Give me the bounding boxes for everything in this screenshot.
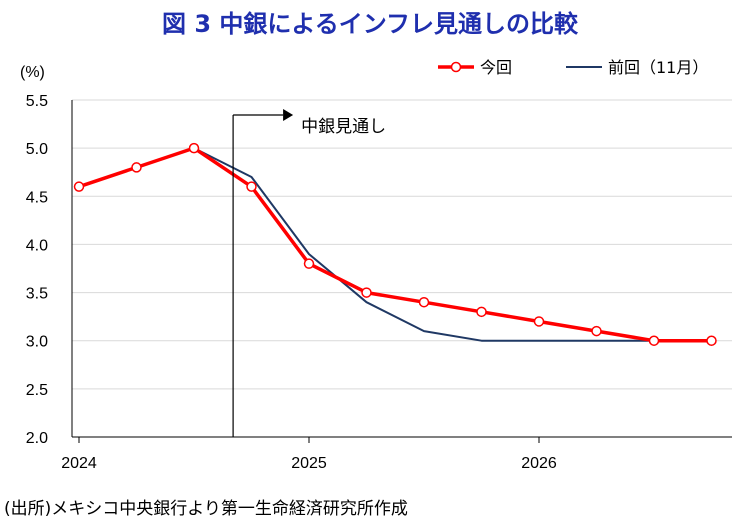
series-lines	[78, 146, 712, 343]
data-point-marker	[533, 316, 545, 327]
data-point-marker	[418, 296, 430, 308]
y-tick-label: 5.0	[26, 141, 48, 158]
data-point-marker	[303, 258, 315, 269]
forecast-arrow-head	[283, 109, 294, 121]
annotation-label: 中銀見通し	[301, 117, 386, 137]
y-axis-unit-label: (%)	[20, 64, 45, 81]
y-tick-label: 2.5	[26, 382, 48, 399]
series-line-current	[78, 146, 712, 343]
legend-label: 今回	[480, 58, 512, 77]
data-point-marker	[131, 162, 142, 173]
data-point-marker	[476, 306, 487, 318]
data-point-marker	[246, 181, 257, 192]
y-tick-label: 2.0	[26, 430, 48, 447]
chart-title: 図 3 中銀によるインフレ見通しの比較	[162, 10, 578, 38]
y-tick-label: 3.5	[26, 286, 48, 303]
x-tick-label: 2026	[521, 455, 557, 472]
forecast-annotation: 中銀見通し	[232, 109, 386, 437]
legend: 今回 前回（11月）	[438, 58, 708, 77]
source-note: (出所)メキシコ中央銀行より第一生命経済研究所作成	[4, 499, 408, 519]
gridlines	[72, 99, 732, 390]
data-point-marker	[706, 335, 717, 346]
y-tick-label: 3.0	[26, 334, 48, 351]
legend-marker	[450, 61, 462, 73]
data-point-marker	[648, 335, 660, 346]
y-tick-label: 4.5	[26, 189, 48, 206]
data-point-marker	[361, 287, 372, 298]
data-point-marker	[591, 325, 602, 337]
y-tick-label: 5.5	[26, 93, 48, 110]
y-tick-label: 4.0	[26, 237, 48, 254]
x-tick-label: 2025	[291, 455, 327, 472]
axes: 2.0 2.5 3.0 3.5 4.0 4.5 5.0 5.5 2024 2025 2026	[26, 93, 732, 472]
x-tick-label: 2024	[61, 455, 97, 472]
data-point-marker	[188, 142, 200, 154]
legend-label: 前回（11月）	[608, 58, 708, 77]
series-markers	[73, 142, 717, 346]
data-point-marker	[73, 181, 85, 192]
